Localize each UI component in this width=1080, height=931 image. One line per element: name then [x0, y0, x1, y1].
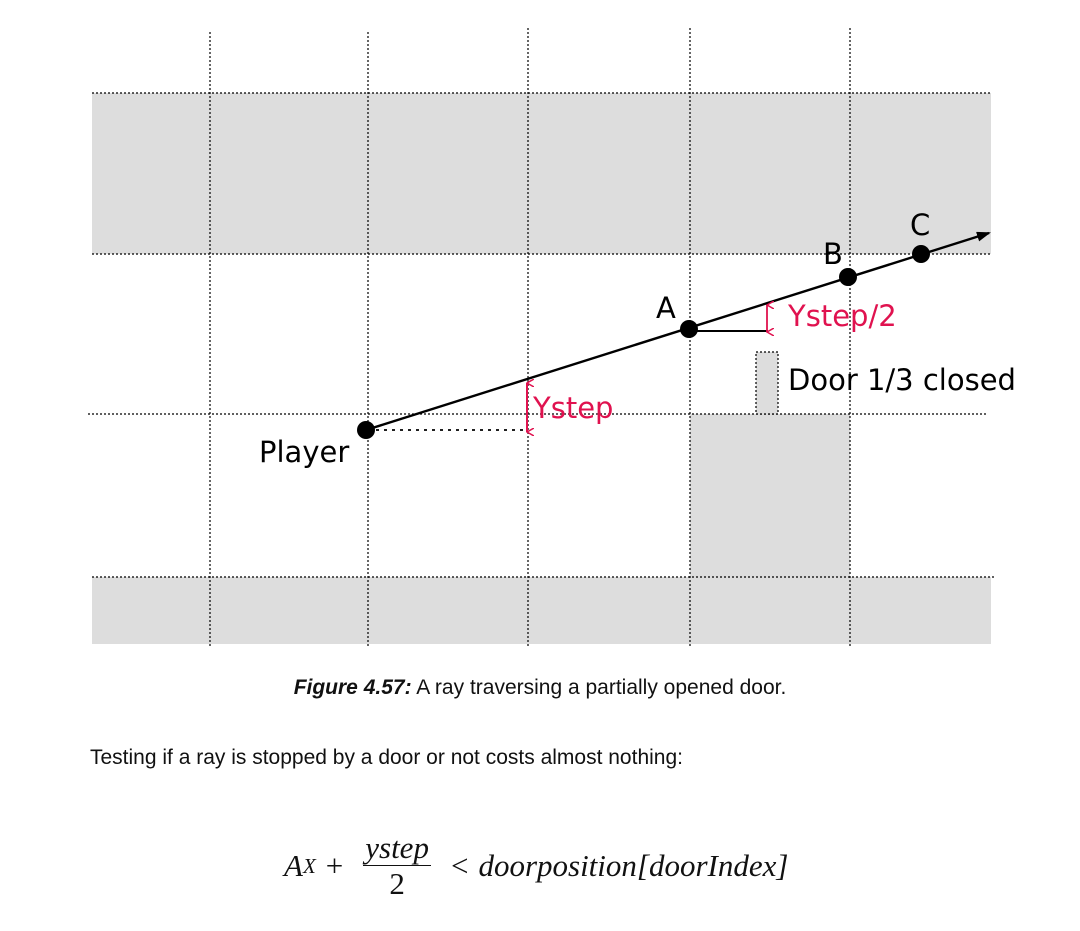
door-label: Door 1/3 closed [788, 363, 1016, 397]
point-a-label: A [656, 291, 676, 325]
player-label: Player [259, 435, 349, 469]
ystep-half-label: Ystep/2 [787, 299, 897, 333]
formula-a: A [284, 848, 303, 883]
figure-caption: Figure 4.57: A ray traversing a partiall… [0, 676, 1080, 700]
formula-numerator: ystep [365, 829, 429, 865]
ystep-label: Ystep [532, 391, 613, 425]
point-c-label: C [910, 208, 930, 242]
formula-plus: + [325, 848, 344, 883]
point-b-label: B [823, 237, 843, 271]
formula-a-subscript: X [302, 853, 316, 878]
formula-fraction-bar [363, 864, 431, 866]
wall-top-region [92, 93, 991, 254]
formula-denominator: 2 [389, 865, 405, 901]
point-b [839, 268, 857, 286]
player-point [357, 421, 375, 439]
figure-caption-text: A ray traversing a partially opened door… [416, 676, 787, 699]
figure-label: Figure 4.57: [293, 676, 412, 699]
ray-line [365, 231, 991, 432]
point-a [680, 320, 698, 338]
wall-bottom-region [92, 577, 991, 644]
formula-rhs: doorposition[doorIndex] [478, 848, 789, 883]
door-shape [755, 351, 779, 415]
formula-less-than: < [450, 848, 469, 883]
body-paragraph: Testing if a ray is stopped by a door or… [90, 746, 683, 769]
point-c [912, 245, 930, 263]
raycast-door-diagram: Player A B C Door 1/3 closed Ystep Ystep… [88, 28, 1016, 646]
formula-fraction: ystep 2 [363, 829, 431, 902]
